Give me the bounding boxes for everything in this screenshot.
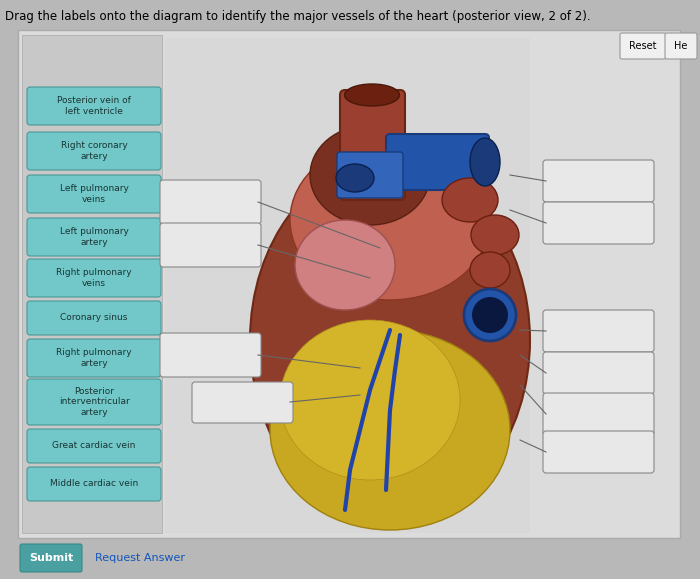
Text: Right pulmonary
veins: Right pulmonary veins: [56, 268, 132, 288]
FancyBboxPatch shape: [543, 310, 654, 352]
FancyBboxPatch shape: [192, 382, 293, 423]
FancyBboxPatch shape: [665, 33, 697, 59]
FancyBboxPatch shape: [543, 431, 654, 473]
FancyBboxPatch shape: [27, 467, 161, 501]
FancyBboxPatch shape: [160, 223, 261, 267]
FancyBboxPatch shape: [386, 134, 489, 190]
Ellipse shape: [250, 160, 530, 520]
FancyBboxPatch shape: [160, 333, 261, 377]
Ellipse shape: [471, 215, 519, 255]
Ellipse shape: [442, 178, 498, 222]
FancyBboxPatch shape: [27, 259, 161, 297]
Ellipse shape: [472, 297, 508, 333]
FancyBboxPatch shape: [337, 152, 403, 198]
FancyBboxPatch shape: [160, 180, 261, 224]
Text: Submit: Submit: [29, 553, 73, 563]
Text: Great cardiac vein: Great cardiac vein: [52, 442, 136, 450]
Text: Middle cardiac vein: Middle cardiac vein: [50, 479, 138, 489]
Text: Right coronary
artery: Right coronary artery: [61, 141, 127, 161]
Text: Coronary sinus: Coronary sinus: [60, 313, 127, 323]
Text: Posterior
interventricular
artery: Posterior interventricular artery: [59, 387, 130, 417]
Ellipse shape: [336, 164, 374, 192]
Text: He: He: [674, 41, 687, 51]
FancyBboxPatch shape: [27, 175, 161, 213]
FancyBboxPatch shape: [165, 38, 530, 533]
Text: Left pulmonary
veins: Left pulmonary veins: [60, 184, 128, 204]
Ellipse shape: [470, 252, 510, 288]
Ellipse shape: [270, 330, 510, 530]
Ellipse shape: [295, 220, 395, 310]
FancyBboxPatch shape: [27, 132, 161, 170]
FancyBboxPatch shape: [620, 33, 666, 59]
FancyBboxPatch shape: [22, 35, 162, 533]
Text: Reset: Reset: [629, 41, 657, 51]
Ellipse shape: [344, 84, 400, 106]
FancyBboxPatch shape: [27, 379, 161, 425]
FancyBboxPatch shape: [27, 339, 161, 377]
FancyBboxPatch shape: [340, 90, 405, 200]
Text: Request Answer: Request Answer: [95, 553, 185, 563]
Ellipse shape: [280, 320, 460, 480]
FancyBboxPatch shape: [543, 352, 654, 394]
Text: Left pulmonary
artery: Left pulmonary artery: [60, 228, 128, 247]
FancyBboxPatch shape: [27, 429, 161, 463]
Text: Posterior vein of
left ventricle: Posterior vein of left ventricle: [57, 96, 131, 116]
Ellipse shape: [464, 289, 516, 341]
FancyBboxPatch shape: [27, 218, 161, 256]
Text: Drag the labels onto the diagram to identify the major vessels of the heart (pos: Drag the labels onto the diagram to iden…: [5, 10, 591, 23]
Ellipse shape: [290, 140, 490, 300]
FancyBboxPatch shape: [27, 301, 161, 335]
FancyBboxPatch shape: [543, 202, 654, 244]
FancyBboxPatch shape: [543, 393, 654, 435]
Ellipse shape: [470, 138, 500, 186]
Ellipse shape: [310, 125, 430, 225]
Text: Right pulmonary
artery: Right pulmonary artery: [56, 349, 132, 368]
FancyBboxPatch shape: [543, 160, 654, 202]
FancyBboxPatch shape: [20, 544, 82, 572]
FancyBboxPatch shape: [18, 30, 680, 538]
FancyBboxPatch shape: [27, 87, 161, 125]
